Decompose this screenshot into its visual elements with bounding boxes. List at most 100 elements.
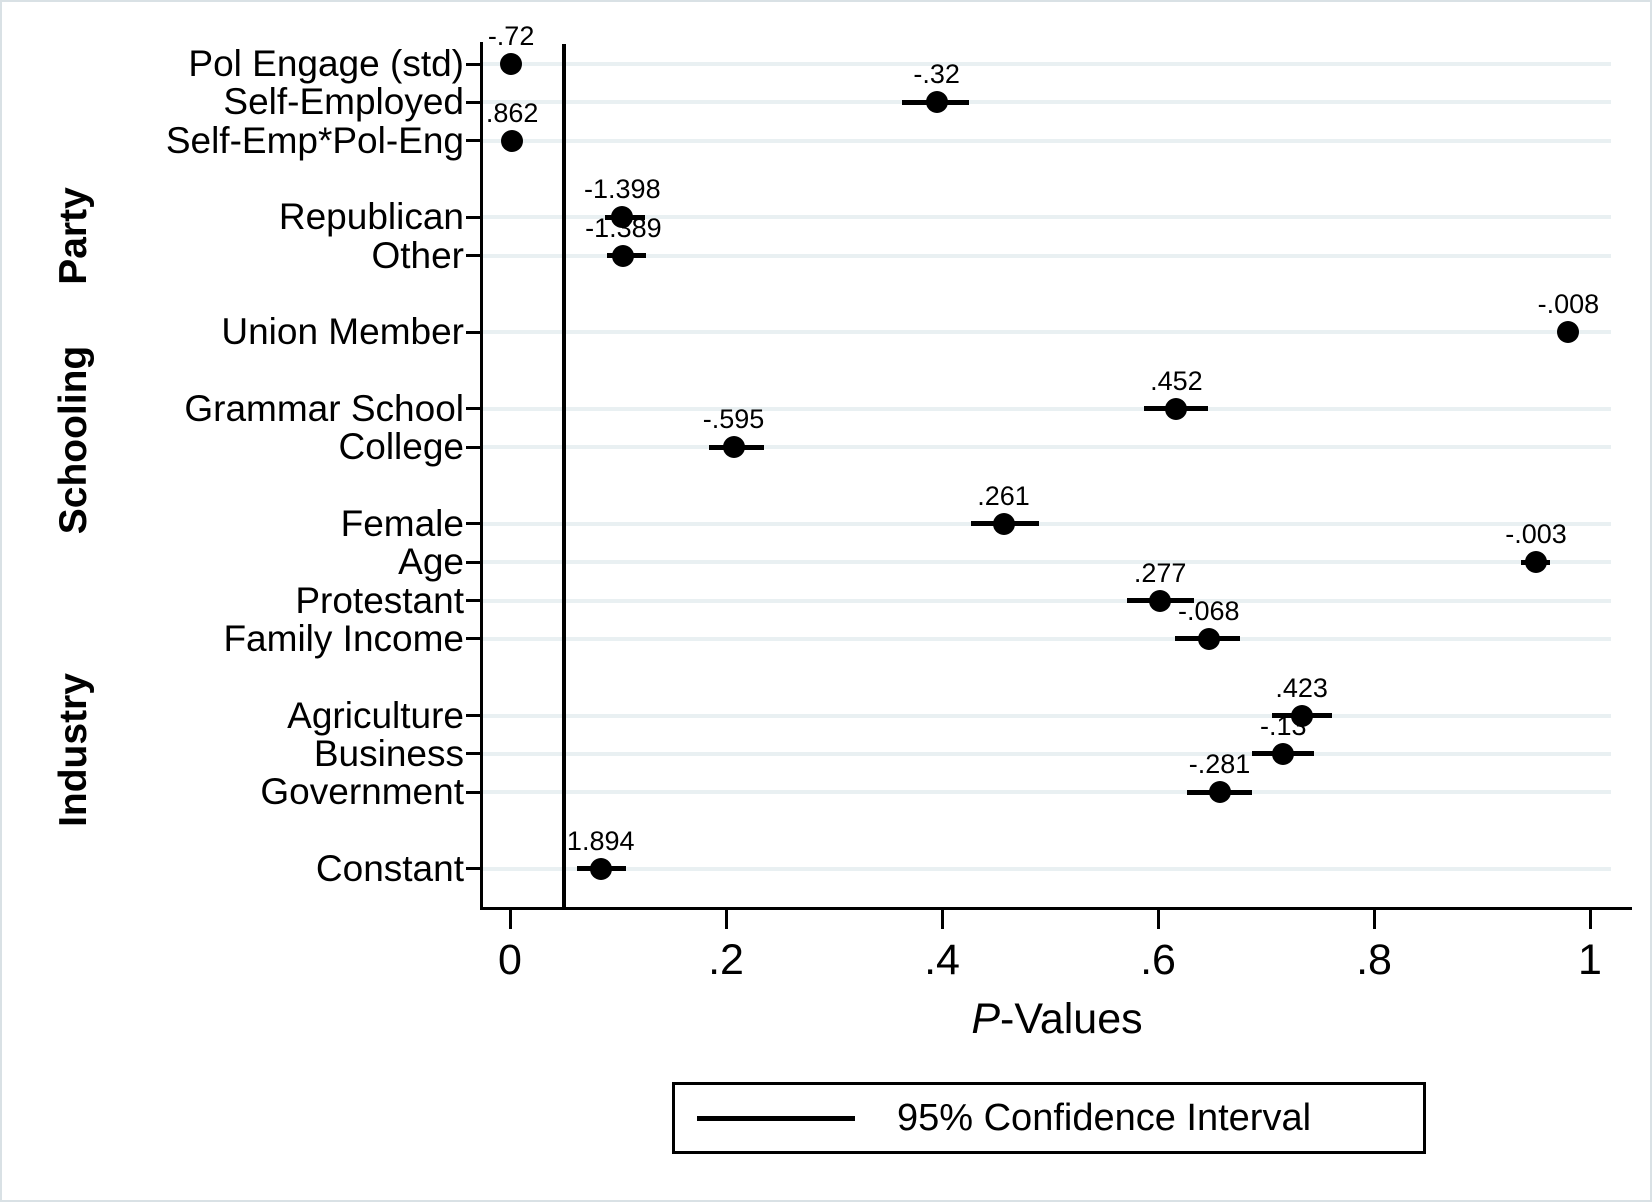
group-label-schooling: Schooling [52, 345, 95, 534]
data-point-dot [611, 206, 634, 229]
y-tick [466, 445, 482, 449]
point-value-label: -1.398 [584, 174, 661, 205]
x-tick-label: .6 [1140, 936, 1176, 984]
category-label: College [338, 426, 464, 468]
x-axis-title: P-Values [971, 995, 1143, 1043]
gridline [482, 598, 1611, 603]
category-label: Self-Emp*Pol-Eng [165, 119, 464, 161]
point-value-label: -.068 [1177, 595, 1240, 626]
group-label-industry: Industry [52, 673, 95, 828]
gridline [482, 521, 1611, 526]
significance-reference-line [562, 44, 566, 907]
point-value-label: .423 [1275, 672, 1328, 703]
y-tick [466, 752, 482, 756]
x-tick-label: .8 [1356, 936, 1392, 984]
gridline [482, 62, 1611, 66]
data-point-dot [992, 512, 1015, 535]
gridline [482, 138, 1611, 143]
category-label: Union Member [221, 311, 464, 353]
point-value-label: -.003 [1505, 519, 1567, 550]
point-value-label: .261 [977, 480, 1030, 511]
x-tick-label: .2 [708, 936, 744, 984]
x-tick-label: .4 [924, 936, 960, 984]
data-point-dot [501, 129, 524, 152]
legend-ci-line-sample [697, 1115, 855, 1121]
data-point-dot [1149, 589, 1172, 612]
x-tick [508, 910, 512, 929]
data-point-dot [1272, 742, 1295, 765]
x-tick [1156, 910, 1160, 929]
point-value-label: -.32 [913, 59, 960, 90]
x-tick-label: 0 [498, 936, 522, 984]
category-label: Self-Employed [223, 81, 464, 123]
point-value-label: .862 [485, 97, 539, 128]
y-tick [466, 62, 482, 66]
gridline [482, 560, 1611, 565]
data-point-dot [612, 244, 635, 267]
y-tick [466, 714, 482, 718]
category-label: Other [371, 234, 464, 276]
y-axis-line [480, 42, 483, 910]
data-point-dot [500, 53, 523, 75]
data-point-dot [1165, 397, 1188, 420]
data-point-dot [1197, 627, 1220, 650]
category-label: Family Income [223, 617, 464, 659]
category-label: Protestant [295, 579, 464, 621]
category-label: Republican [278, 196, 464, 238]
gridline [482, 866, 1611, 871]
legend-label: 95% Confidence Interval [897, 1097, 1312, 1139]
y-tick [466, 139, 482, 143]
category-label: Government [260, 771, 464, 813]
point-value-label: .277 [1133, 557, 1187, 588]
point-value-label: .452 [1150, 365, 1203, 396]
data-point-dot [1557, 321, 1580, 344]
data-point-dot [1208, 781, 1231, 804]
gridline [482, 330, 1611, 335]
category-label: Business [313, 732, 464, 774]
x-tick-label: 1 [1578, 936, 1602, 984]
legend: 95% Confidence Interval [672, 1082, 1426, 1154]
y-tick [466, 522, 482, 526]
gridline [482, 215, 1611, 220]
y-tick [466, 637, 482, 641]
gridline [482, 100, 1611, 105]
x-tick [1372, 910, 1376, 929]
category-label: Grammar School [184, 387, 464, 429]
point-value-label: -.13 [1260, 710, 1307, 741]
point-value-label: -1.389 [585, 212, 662, 243]
data-point-dot [722, 436, 745, 459]
y-tick [466, 599, 482, 603]
point-value-label: -.281 [1188, 749, 1251, 780]
point-value-label: -.008 [1537, 289, 1600, 320]
y-tick [466, 867, 482, 871]
category-label: Pol Engage (std) [188, 43, 464, 84]
gridline [482, 636, 1611, 641]
gridline [482, 253, 1611, 258]
y-tick [466, 330, 482, 334]
gridline [482, 790, 1611, 795]
y-tick [466, 407, 482, 411]
data-point-dot [1290, 704, 1313, 727]
y-tick [466, 254, 482, 258]
gridline [482, 445, 1611, 450]
gridline [482, 406, 1611, 411]
y-tick [466, 100, 482, 104]
point-value-label: -.595 [702, 404, 765, 435]
gridline [482, 751, 1611, 756]
point-value-label: -.72 [487, 21, 535, 51]
y-tick [466, 790, 482, 794]
gridline [482, 713, 1611, 718]
data-point-dot [925, 91, 948, 114]
group-label-party: Party [52, 187, 95, 286]
x-tick [724, 910, 728, 929]
point-value-label: 1.894 [566, 825, 635, 856]
x-axis-line [480, 907, 1632, 910]
category-label: Age [398, 541, 464, 583]
y-tick [466, 560, 482, 564]
category-label: Agriculture [287, 694, 464, 736]
category-label: Female [340, 502, 464, 544]
x-tick [1588, 910, 1592, 929]
data-point-dot [1525, 551, 1547, 574]
